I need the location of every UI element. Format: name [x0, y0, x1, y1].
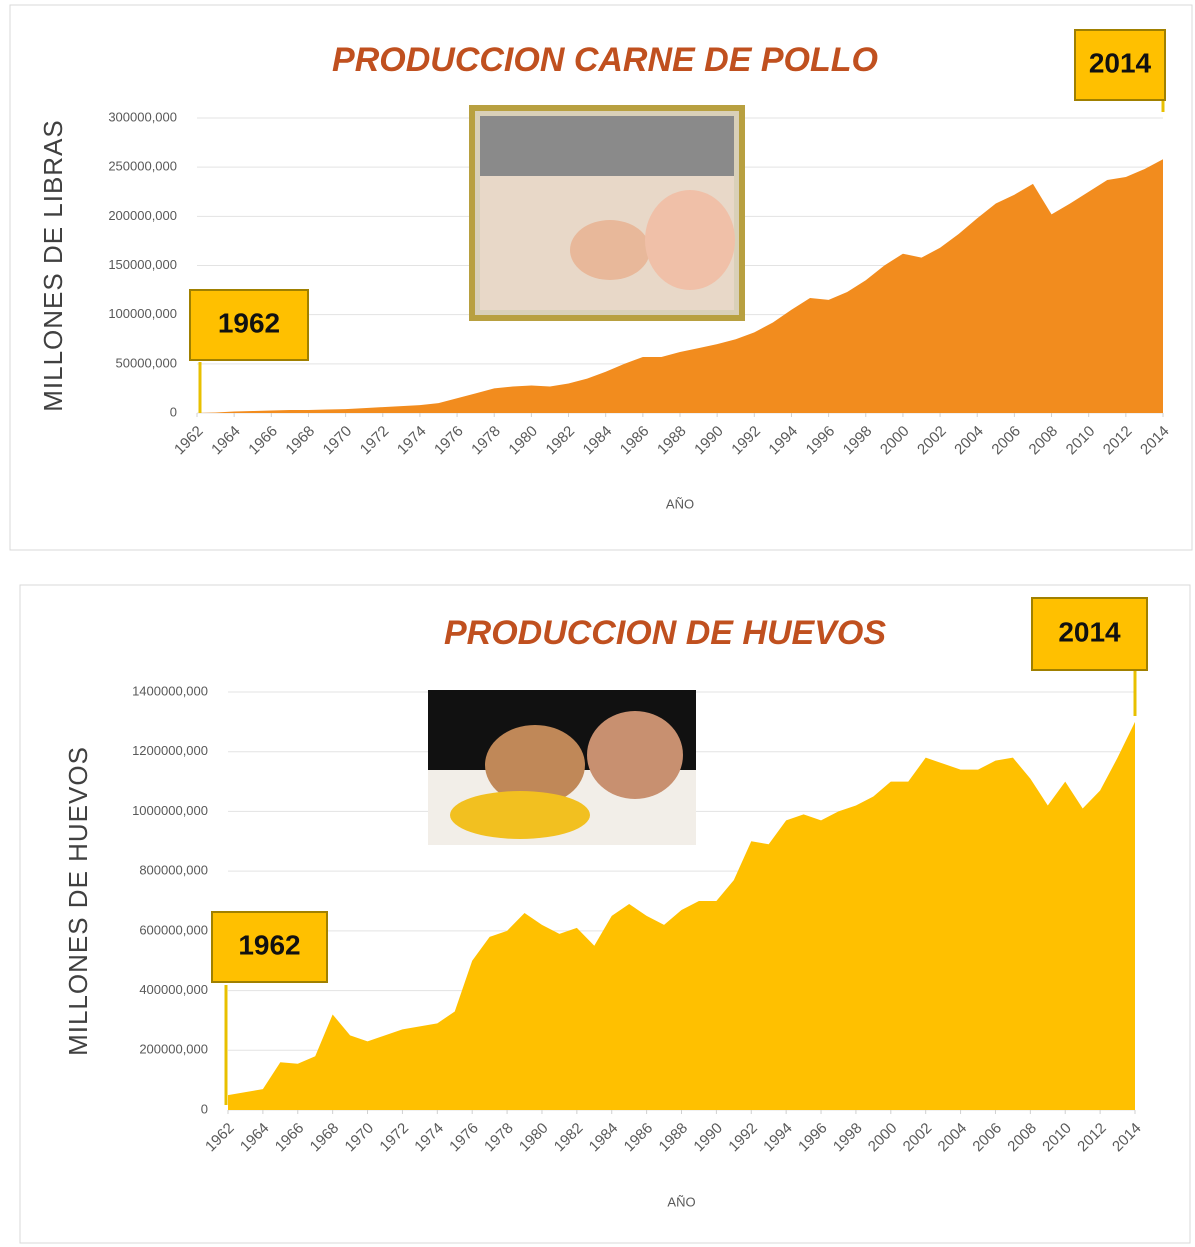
- y-tick-label: 100000,000: [108, 306, 177, 321]
- y-tick-label: 250000,000: [108, 159, 177, 174]
- page: PRODUCCION CARNE DE POLLO MILLONES DE LIB…: [0, 0, 1195, 1247]
- callout-label: 2014: [1089, 47, 1152, 78]
- callout-label: 2014: [1058, 616, 1121, 647]
- chart-title: PRODUCCION CARNE DE POLLO: [332, 41, 878, 79]
- y-tick-label: 600000,000: [139, 922, 208, 937]
- y-axis-title: MILLONES DE HUEVOS: [63, 746, 93, 1056]
- y-tick-label: 150000,000: [108, 257, 177, 272]
- y-tick-label: 0: [201, 1101, 208, 1116]
- callout-label: 1962: [238, 929, 300, 960]
- y-tick-label: 200000,000: [139, 1042, 208, 1057]
- y-tick-label: 50000,000: [116, 355, 177, 370]
- y-axis-title: MILLONES DE LIBRAS: [38, 119, 68, 412]
- x-axis-title: AÑO: [666, 496, 694, 511]
- chart-title: PRODUCCION DE HUEVOS: [444, 614, 886, 652]
- y-tick-label: 1000000,000: [132, 803, 208, 818]
- callout-label: 1962: [218, 307, 280, 338]
- x-axis-title: AÑO: [667, 1194, 695, 1209]
- y-tick-label: 1200000,000: [132, 743, 208, 758]
- y-tick-label: 1400000,000: [132, 683, 208, 698]
- y-tick-label: 800000,000: [139, 863, 208, 878]
- y-tick-label: 200000,000: [108, 208, 177, 223]
- y-tick-label: 300000,000: [108, 109, 177, 124]
- photo: [472, 108, 742, 318]
- y-tick-label: 400000,000: [139, 982, 208, 997]
- y-tick-label: 0: [170, 404, 177, 419]
- photo: [428, 690, 696, 845]
